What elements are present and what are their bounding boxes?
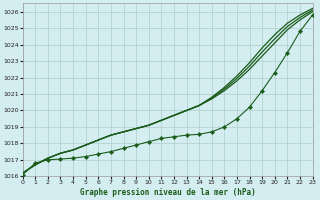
X-axis label: Graphe pression niveau de la mer (hPa): Graphe pression niveau de la mer (hPa) [80,188,255,197]
